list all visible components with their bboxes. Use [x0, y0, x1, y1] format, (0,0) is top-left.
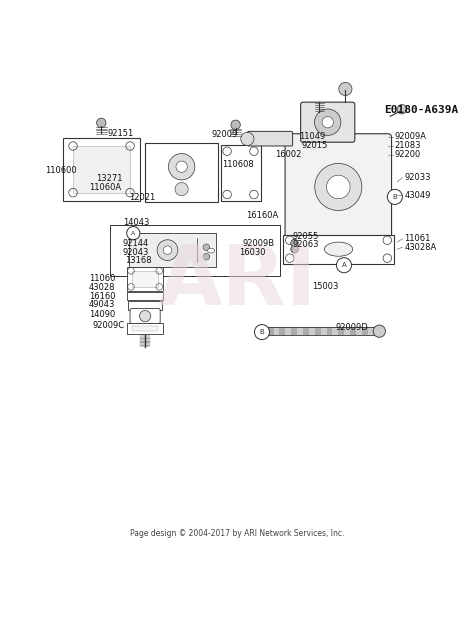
Text: 11049: 11049 — [299, 132, 326, 141]
Text: 13271: 13271 — [96, 173, 122, 183]
Text: 11060A: 11060A — [89, 183, 121, 193]
Circle shape — [327, 175, 350, 199]
Text: 92009C: 92009C — [92, 321, 125, 331]
Circle shape — [157, 240, 178, 261]
Circle shape — [322, 116, 333, 128]
Circle shape — [203, 244, 210, 251]
FancyBboxPatch shape — [247, 131, 292, 146]
Text: 12021: 12021 — [128, 193, 155, 202]
Circle shape — [231, 120, 240, 129]
Circle shape — [373, 325, 385, 337]
Bar — [132, 271, 158, 287]
Circle shape — [97, 118, 106, 128]
Text: ARI: ARI — [157, 241, 317, 322]
Text: 92009D: 92009D — [335, 323, 368, 332]
Bar — [127, 292, 163, 300]
Text: Page design © 2004-2017 by ARI Network Services, Inc.: Page design © 2004-2017 by ARI Network S… — [130, 529, 344, 538]
Circle shape — [241, 132, 254, 145]
Bar — [110, 225, 280, 275]
Text: 92151: 92151 — [107, 129, 133, 138]
Text: 16030: 16030 — [239, 248, 266, 256]
Text: 16160A: 16160A — [246, 210, 279, 220]
Text: 92009B: 92009B — [243, 239, 275, 248]
Text: 92009A: 92009A — [395, 132, 427, 141]
Bar — [220, 145, 261, 201]
Text: 13168: 13168 — [125, 256, 152, 265]
Text: 16002: 16002 — [275, 150, 301, 160]
Bar — [127, 322, 163, 334]
Text: 15003: 15003 — [312, 282, 339, 292]
Ellipse shape — [324, 242, 353, 256]
Ellipse shape — [208, 248, 215, 253]
Bar — [73, 146, 130, 193]
Text: 11061: 11061 — [404, 235, 431, 243]
Circle shape — [397, 105, 407, 114]
Text: 14043: 14043 — [123, 218, 149, 227]
Circle shape — [315, 109, 341, 136]
Text: 92055: 92055 — [292, 232, 319, 241]
Text: 49043: 49043 — [89, 300, 115, 310]
Text: 92200: 92200 — [395, 150, 421, 160]
Text: E0180-A639A: E0180-A639A — [384, 105, 458, 115]
FancyBboxPatch shape — [130, 308, 160, 324]
Circle shape — [337, 258, 352, 273]
Circle shape — [291, 240, 298, 247]
Circle shape — [139, 311, 151, 322]
Bar — [132, 326, 158, 331]
Circle shape — [315, 163, 362, 210]
Text: A: A — [131, 231, 136, 236]
Text: 92144: 92144 — [123, 239, 149, 248]
Bar — [127, 267, 163, 291]
FancyBboxPatch shape — [285, 134, 392, 240]
Text: B: B — [392, 194, 397, 200]
FancyBboxPatch shape — [301, 102, 355, 142]
Circle shape — [387, 189, 402, 204]
Circle shape — [176, 161, 187, 172]
Circle shape — [163, 246, 172, 254]
Text: 110608: 110608 — [222, 160, 254, 169]
Text: 92033: 92033 — [404, 173, 431, 182]
Bar — [145, 143, 218, 202]
Circle shape — [339, 82, 352, 95]
Circle shape — [168, 154, 195, 180]
Circle shape — [255, 324, 270, 340]
Text: 43028A: 43028A — [404, 243, 437, 252]
Text: 92063: 92063 — [292, 240, 319, 249]
Text: 110600: 110600 — [45, 165, 76, 175]
Bar — [63, 137, 140, 201]
Bar — [283, 235, 394, 264]
Text: 92015: 92015 — [301, 142, 328, 150]
Text: 43028: 43028 — [89, 283, 116, 292]
Circle shape — [127, 227, 140, 240]
Circle shape — [203, 253, 210, 260]
Text: 11060: 11060 — [89, 274, 115, 284]
Bar — [128, 301, 162, 310]
Text: A: A — [342, 262, 346, 268]
Circle shape — [291, 245, 298, 253]
Text: 16160: 16160 — [89, 292, 116, 301]
Text: 14090: 14090 — [89, 310, 115, 319]
Text: 21083: 21083 — [395, 142, 421, 150]
Circle shape — [175, 183, 188, 196]
Text: 92009: 92009 — [211, 130, 237, 139]
Bar — [128, 233, 216, 267]
Text: 43049: 43049 — [404, 191, 431, 200]
Text: 92043: 92043 — [123, 248, 149, 256]
Text: B: B — [260, 329, 264, 335]
